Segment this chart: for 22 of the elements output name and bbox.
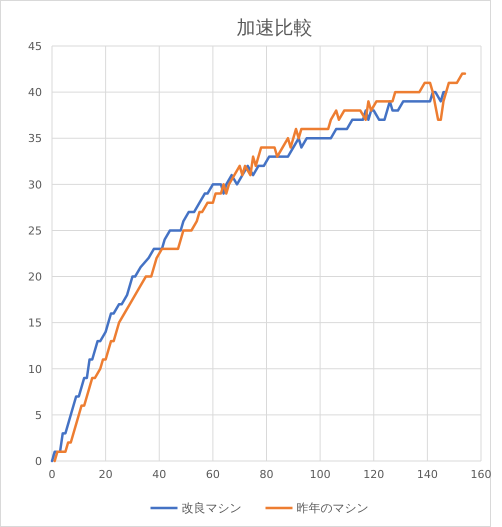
x-tick-label: 0 xyxy=(48,468,56,481)
legend-label: 昨年のマシン xyxy=(296,501,368,515)
y-tick-label: 30 xyxy=(28,178,42,192)
x-tick-label: 140 xyxy=(416,468,438,481)
x-tick-label: 80 xyxy=(260,468,274,481)
x-tick-label: 160 xyxy=(470,468,492,481)
y-tick-label: 35 xyxy=(28,132,42,146)
x-tick-label: 100 xyxy=(310,468,331,481)
y-tick-label: 20 xyxy=(28,270,42,284)
x-tick-label: 20 xyxy=(98,468,113,481)
y-tick-label: 10 xyxy=(28,362,42,376)
y-tick-label: 15 xyxy=(28,316,42,330)
x-tick-label: 40 xyxy=(152,468,166,481)
y-tick-label: 5 xyxy=(35,408,42,422)
y-tick-label: 25 xyxy=(28,224,42,238)
x-tick-label: 60 xyxy=(206,468,220,481)
y-tick-label: 45 xyxy=(28,40,42,53)
y-tick-label: 0 xyxy=(35,455,42,468)
legend-label: 改良マシン xyxy=(182,501,242,515)
x-tick-label: 120 xyxy=(363,468,384,481)
chart-title: 加速比較 xyxy=(236,17,312,39)
y-tick-label: 40 xyxy=(28,86,42,100)
